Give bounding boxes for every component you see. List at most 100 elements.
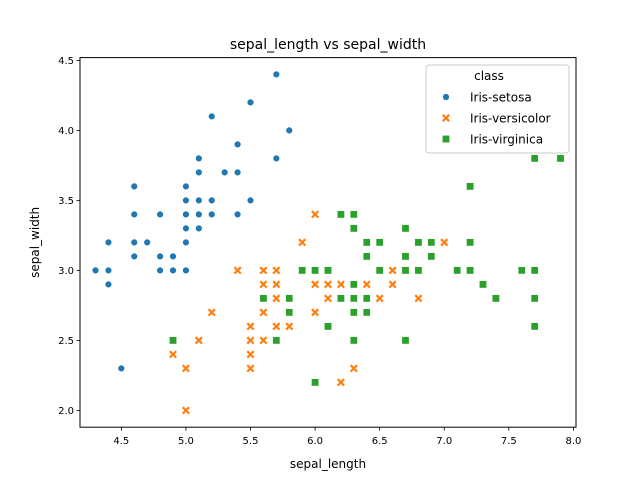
data-point: [298, 266, 306, 275]
data-point: [208, 196, 216, 205]
data-point: [259, 266, 268, 275]
data-point: [182, 196, 190, 205]
data-point: [259, 280, 268, 289]
chart-title: sepal_length vs sepal_width: [230, 37, 426, 53]
data-point: [285, 294, 294, 303]
data-point: [350, 280, 358, 289]
data-point: [182, 210, 190, 219]
y-tick-label: 4.0: [58, 126, 74, 137]
data-point: [195, 196, 203, 205]
data-point: [453, 266, 461, 275]
data-point: [130, 238, 138, 247]
data-point: [375, 266, 384, 275]
data-point: [233, 266, 242, 275]
legend-label: Iris-setosa: [470, 91, 532, 105]
data-point: [427, 252, 436, 261]
data-point: [104, 238, 113, 247]
data-point: [556, 154, 565, 163]
y-tick-label: 2.0: [58, 406, 74, 417]
data-point: [181, 364, 190, 373]
data-point: [272, 336, 281, 345]
data-point: [195, 168, 203, 177]
data-point: [337, 294, 345, 303]
data-point: [272, 266, 281, 275]
data-point: [195, 224, 203, 233]
data-point: [195, 210, 203, 219]
data-point: [246, 322, 255, 331]
data-point: [349, 364, 358, 373]
data-point: [350, 308, 358, 317]
data-point: [324, 280, 332, 289]
x-axis-ticks: 4.5 5.0 5.5 6.0 6.5 7.0 7.5 8.0: [113, 427, 581, 447]
data-point: [272, 280, 281, 289]
data-point: [272, 154, 281, 163]
data-point: [492, 294, 500, 303]
data-point: [401, 224, 410, 233]
data-point: [427, 238, 436, 247]
y-tick-label: 2.5: [58, 336, 74, 347]
data-point: [246, 196, 255, 205]
x-tick-label: 7.5: [501, 436, 517, 447]
data-point: [259, 336, 268, 345]
data-point: [156, 252, 164, 261]
data-point: [207, 308, 216, 317]
data-point: [233, 168, 242, 177]
data-point: [479, 280, 487, 289]
data-point: [336, 280, 345, 289]
data-point: [117, 364, 126, 373]
data-point: [246, 98, 255, 107]
legend-box: [425, 64, 570, 154]
x-axis-label: sepal_length: [290, 457, 366, 471]
data-point: [401, 252, 410, 261]
data-point: [466, 182, 474, 191]
data-point: [104, 266, 113, 275]
y-tick-label: 4.5: [58, 56, 74, 67]
x-tick-label: 7.0: [436, 436, 452, 447]
data-point: [350, 336, 358, 345]
data-point: [466, 266, 474, 275]
data-point: [324, 266, 332, 275]
data-point: [182, 266, 190, 275]
data-point: [233, 210, 242, 219]
data-point: [272, 70, 281, 79]
data-point: [324, 322, 332, 331]
data-point: [517, 266, 526, 275]
data-point: [350, 210, 358, 219]
data-point: [350, 224, 358, 233]
data-point: [169, 266, 177, 275]
data-point: [388, 280, 397, 289]
legend-label: Iris-virginica: [470, 133, 543, 147]
data-point: [259, 294, 268, 303]
data-point: [181, 406, 190, 415]
data-point: [414, 294, 423, 303]
data-point: [220, 168, 229, 177]
data-point: [530, 266, 539, 275]
data-point: [104, 280, 113, 289]
data-point: [130, 252, 138, 261]
data-point: [91, 266, 100, 275]
data-point: [272, 294, 281, 303]
x-tick-label: 5.5: [243, 436, 259, 447]
data-point: [130, 210, 138, 219]
data-point: [182, 182, 190, 191]
x-tick-label: 6.0: [307, 436, 323, 447]
data-point: [336, 378, 345, 387]
data-point: [375, 294, 384, 303]
data-point: [285, 126, 293, 135]
data-point: [324, 294, 332, 303]
data-point: [182, 224, 190, 233]
data-point: [362, 294, 371, 303]
data-point: [285, 308, 294, 317]
data-point: [156, 266, 164, 275]
data-point: [311, 280, 320, 289]
data-point: [259, 308, 268, 317]
plot-points: [91, 70, 565, 415]
data-point: [466, 238, 474, 247]
data-point: [143, 238, 151, 247]
x-tick-label: 4.5: [113, 436, 129, 447]
data-point: [530, 322, 539, 331]
data-point: [169, 336, 177, 345]
plot-area-frame: [79, 57, 577, 428]
y-axis-label: sepal_width: [28, 207, 42, 278]
